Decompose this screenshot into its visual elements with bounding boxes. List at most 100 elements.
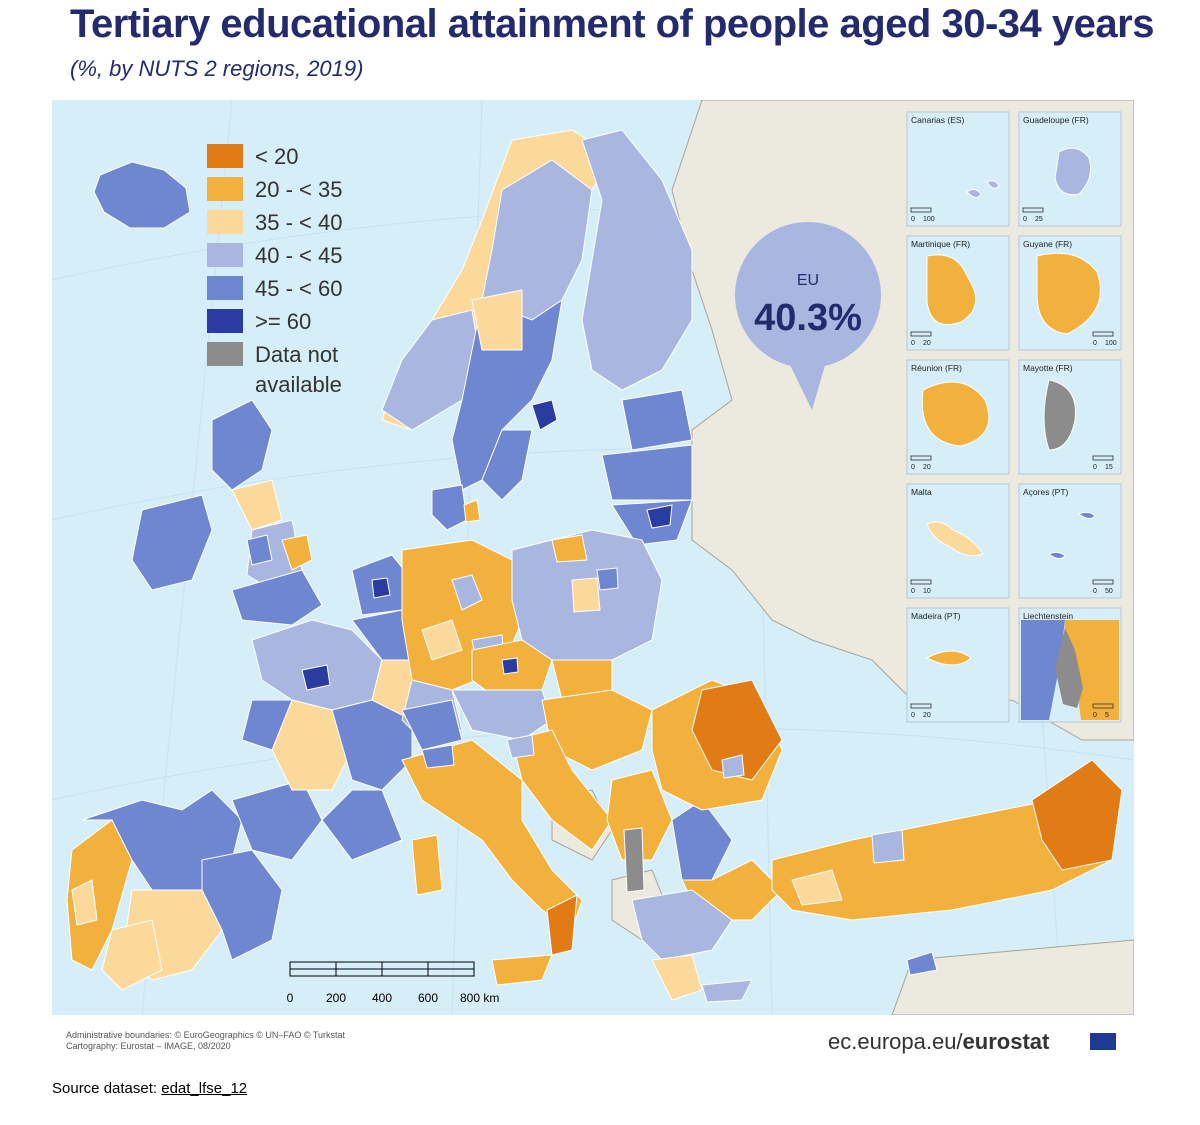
inset-shape	[1043, 379, 1076, 451]
inset-scale-label: 50	[1105, 588, 1113, 595]
region-sweden	[451, 159, 593, 501]
inset-scale-label: 5	[1105, 712, 1109, 719]
inset-shape	[1063, 620, 1119, 720]
inset-scale-bar	[910, 207, 932, 213]
inset-panel: Réunion (FR) 0 20	[906, 359, 1010, 475]
inset-panel: Madeira (PT) 0 20	[906, 607, 1010, 723]
inset-scale-bar	[1092, 331, 1114, 337]
eu-badge-pointer	[790, 362, 826, 410]
inset-scale-bar	[1092, 579, 1114, 585]
inset-scale-label: 0	[1023, 216, 1027, 223]
inset-frame	[906, 111, 1010, 227]
eurostat-brand[interactable]: ec.europa.eu/eurostat	[828, 1029, 1049, 1055]
legend-label: Data not	[255, 342, 338, 367]
inset-title: Martinique (FR)	[911, 239, 970, 249]
inset-title: Liechtenstein	[1023, 611, 1073, 621]
credits-cartography: Cartography: Eurostat – IMAGE, 08/2020	[66, 1041, 231, 1051]
legend-label: available	[255, 372, 342, 397]
inset-scale-label: 0	[1093, 712, 1097, 719]
inset-scale-label: 15	[1105, 464, 1113, 471]
inset-shape	[926, 254, 977, 325]
inset-panel: Liechtenstein 0 5	[1018, 607, 1122, 723]
legend-swatch	[207, 342, 243, 366]
eu-average-badge: EU 40.3%	[735, 222, 881, 410]
inset-scale-label: 0	[1093, 340, 1097, 347]
inset-scale-label: 0	[911, 216, 915, 223]
inset-title: Canarias (ES)	[911, 115, 965, 125]
inset-scale-bar	[1022, 207, 1044, 213]
eu-flag-icon	[1090, 1033, 1116, 1050]
inset-scale-label: 0	[911, 588, 915, 595]
source-line: Source dataset: edat_lfse_12	[52, 1080, 247, 1097]
region-greece	[631, 889, 938, 1003]
eu-badge-label: EU	[797, 272, 819, 289]
inset-shape	[921, 381, 990, 447]
legend-label: >= 60	[255, 309, 311, 334]
region-finland	[581, 129, 693, 391]
inset-scale-label: 0	[1093, 588, 1097, 595]
legend-swatch	[207, 144, 243, 168]
inset-title: Açores (PT)	[1023, 487, 1069, 497]
inset-panel: Malta 0 10	[906, 483, 1010, 599]
region-baltics	[601, 389, 693, 546]
inset-panel: Açores (PT) 0 50	[1018, 483, 1122, 599]
inset-scale-bar	[910, 455, 932, 461]
region-denmark	[431, 484, 481, 531]
legend-swatch	[207, 276, 243, 300]
legend-swatch	[207, 210, 243, 234]
region-poland	[511, 529, 663, 661]
inset-shape	[1021, 620, 1065, 720]
legend-swatch	[207, 177, 243, 201]
legend-label: 35 - < 40	[255, 210, 342, 235]
region-france	[241, 609, 413, 861]
map-legend: < 20 20 - < 35 35 - < 40 40 - < 45 45 - < 60…	[207, 144, 342, 397]
inset-panel: Guyane (FR) 0 100	[1018, 235, 1122, 351]
region-uk-ireland	[131, 399, 323, 626]
inset-shape	[1048, 511, 1096, 560]
inset-panel: Mayotte (FR) 0 15	[1018, 359, 1122, 475]
inset-title: Guyane (FR)	[1023, 239, 1072, 249]
inset-scale-bar	[1092, 455, 1114, 461]
source-label: Source dataset:	[52, 1080, 162, 1097]
inset-panel: Martinique (FR) 0 20	[906, 235, 1010, 351]
inset-scale-label: 20	[923, 340, 931, 347]
inset-title: Madeira (PT)	[911, 611, 961, 621]
brand-name: eurostat	[962, 1029, 1050, 1054]
scale-bar: 0 200 400 600 800 km	[287, 961, 499, 1005]
inset-shape	[925, 650, 972, 666]
region-romania	[651, 679, 783, 811]
credits: Administrative boundaries: © EuroGeograp…	[66, 1030, 345, 1052]
inset-scale-bar	[910, 579, 932, 585]
region-central	[401, 639, 613, 751]
inset-panel: Canarias (ES) 0 100	[906, 111, 1010, 227]
region-italy	[401, 739, 583, 986]
legend-label: 20 - < 35	[255, 177, 342, 202]
choropleth-map: < 20 20 - < 35 35 - < 40 40 - < 45 45 - < 60…	[52, 100, 1134, 1015]
brand-prefix: ec.europa.eu/	[828, 1029, 963, 1054]
inset-scale-label: 0	[1093, 464, 1097, 471]
inset-scale-label: 20	[923, 464, 931, 471]
inset-scale-bar	[910, 331, 932, 337]
inset-frame	[1018, 483, 1122, 599]
inset-shape	[966, 180, 1000, 198]
inset-scale-label: 25	[1035, 216, 1043, 223]
inset-shape	[926, 521, 984, 557]
source-dataset-link[interactable]: edat_lfse_12	[161, 1080, 248, 1097]
scale-label: 400	[372, 991, 392, 1005]
scale-label: 200	[326, 991, 346, 1005]
inset-title: Guadeloupe (FR)	[1023, 115, 1089, 125]
inset-shape	[1055, 628, 1083, 708]
inset-panel: Guadeloupe (FR) 0 25	[1018, 111, 1122, 227]
inset-shape	[1054, 147, 1092, 196]
eu-badge-value: 40.3%	[754, 297, 862, 339]
inset-scale-label: 0	[911, 712, 915, 719]
scale-label: 600	[418, 991, 438, 1005]
inset-title: Mayotte (FR)	[1023, 363, 1073, 373]
inset-frame	[906, 607, 1010, 723]
legend-swatch	[207, 243, 243, 267]
region-iceland	[93, 161, 191, 229]
eu-badge-circle	[735, 222, 881, 368]
inset-title: Réunion (FR)	[911, 363, 962, 373]
legend-label: 45 - < 60	[255, 276, 342, 301]
